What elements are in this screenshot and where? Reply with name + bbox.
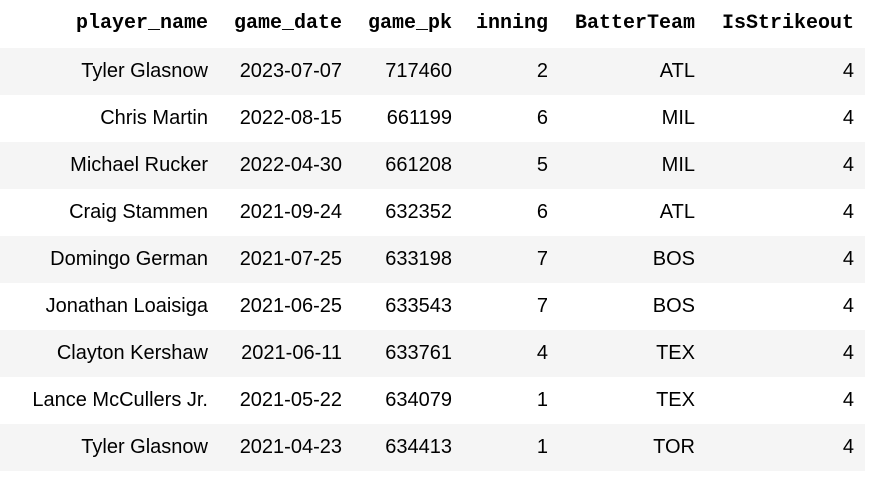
table-cell: MIL — [661, 154, 695, 176]
table-cell: 1 — [536, 389, 548, 411]
column-header: game_pk — [367, 12, 452, 35]
table-cell: 633543 — [385, 295, 452, 317]
table-cell: 632352 — [385, 201, 452, 223]
table-cell: Lance McCullers Jr. — [32, 389, 208, 411]
table-row: Craig Stammen 2021-09-24 632352 6 ATL 4 — [0, 189, 865, 236]
table-cell: 7 — [536, 248, 548, 270]
table-cell: 2021-06-11 — [241, 342, 342, 364]
table-cell: 6 — [536, 107, 548, 129]
table-cell: 2022-08-15 — [239, 107, 342, 129]
table-cell: ATL — [659, 60, 695, 82]
table-cell: 4 — [842, 107, 854, 129]
table-cell: 2 — [536, 60, 548, 82]
header-row: player_name game_date game_pk inning BatterT… — [0, 0, 865, 48]
table-cell: 2021-09-24 — [239, 201, 342, 223]
column-header: game_date — [233, 12, 342, 35]
table-cell: 717460 — [385, 60, 452, 82]
column-header: player_name — [75, 12, 208, 35]
table-row: Chris Martin 2022-08-15 661199 6 MIL 4 — [0, 95, 865, 142]
table-cell: 4 — [842, 60, 854, 82]
table-cell: 4 — [842, 389, 854, 411]
table-row: Tyler Glasnow 2021-04-23 634413 1 TOR 4 — [0, 424, 865, 471]
table-cell: 4 — [536, 342, 548, 364]
column-header: BatterTeam — [574, 12, 695, 35]
table-cell: 6 — [536, 201, 548, 223]
table-cell: 634079 — [385, 389, 452, 411]
table-cell: 2021-06-25 — [239, 295, 342, 317]
table-cell: MIL — [661, 107, 695, 129]
table-cell: TEX — [656, 342, 695, 364]
table-cell: 1 — [536, 436, 548, 458]
table-cell: 661208 — [385, 154, 452, 176]
table-cell: Clayton Kershaw — [56, 342, 208, 364]
table-cell: 633761 — [385, 342, 452, 364]
table-cell: 4 — [842, 342, 854, 364]
table-cell: 2022-04-30 — [239, 154, 342, 176]
table-cell: Chris Martin — [100, 107, 208, 129]
table-cell: Jonathan Loaisiga — [45, 295, 208, 317]
table-cell: BOS — [652, 248, 695, 270]
table-cell: Tyler Glasnow — [81, 60, 208, 82]
table-cell: 5 — [536, 154, 548, 176]
table-cell: Domingo German — [50, 248, 208, 270]
table-cell: 4 — [842, 248, 854, 270]
column-header: inning — [475, 12, 548, 35]
table-cell: 7 — [536, 295, 548, 317]
table-cell: 2021-07-25 — [239, 248, 342, 270]
table-cell: 661199 — [386, 107, 452, 129]
table-cell: 2021-05-22 — [239, 389, 342, 411]
table-cell: 4 — [842, 201, 854, 223]
table-cell: Tyler Glasnow — [81, 436, 208, 458]
table-row: Domingo German 2021-07-25 633198 7 BOS 4 — [0, 236, 865, 283]
table-cell: 4 — [842, 154, 854, 176]
column-header: IsStrikeout — [721, 12, 854, 35]
table-row: Michael Rucker 2022-04-30 661208 5 MIL 4 — [0, 142, 865, 189]
table-cell: 634413 — [385, 436, 452, 458]
table-cell: TOR — [653, 436, 695, 458]
table-cell: TEX — [656, 389, 695, 411]
table-row: Lance McCullers Jr. 2021-05-22 634079 1 TEX 4 — [0, 377, 865, 424]
table-cell: 4 — [842, 436, 854, 458]
table-cell: Michael Rucker — [70, 154, 208, 176]
table-cell: 633198 — [385, 248, 452, 270]
table-cell: BOS — [652, 295, 695, 317]
table-cell: 2023-07-07 — [239, 60, 342, 82]
table-cell: 4 — [842, 295, 854, 317]
table-row: Jonathan Loaisiga 2021-06-25 633543 7 BOS 4 — [0, 283, 865, 330]
table-cell: Craig Stammen — [69, 201, 208, 223]
table-row: Clayton Kershaw 2021-06-11 633761 4 TEX 4 — [0, 330, 865, 377]
table-row: Tyler Glasnow 2023-07-07 717460 2 ATL 4 — [0, 48, 865, 95]
table-cell: 2021-04-23 — [239, 436, 342, 458]
table-cell: ATL — [659, 201, 695, 223]
